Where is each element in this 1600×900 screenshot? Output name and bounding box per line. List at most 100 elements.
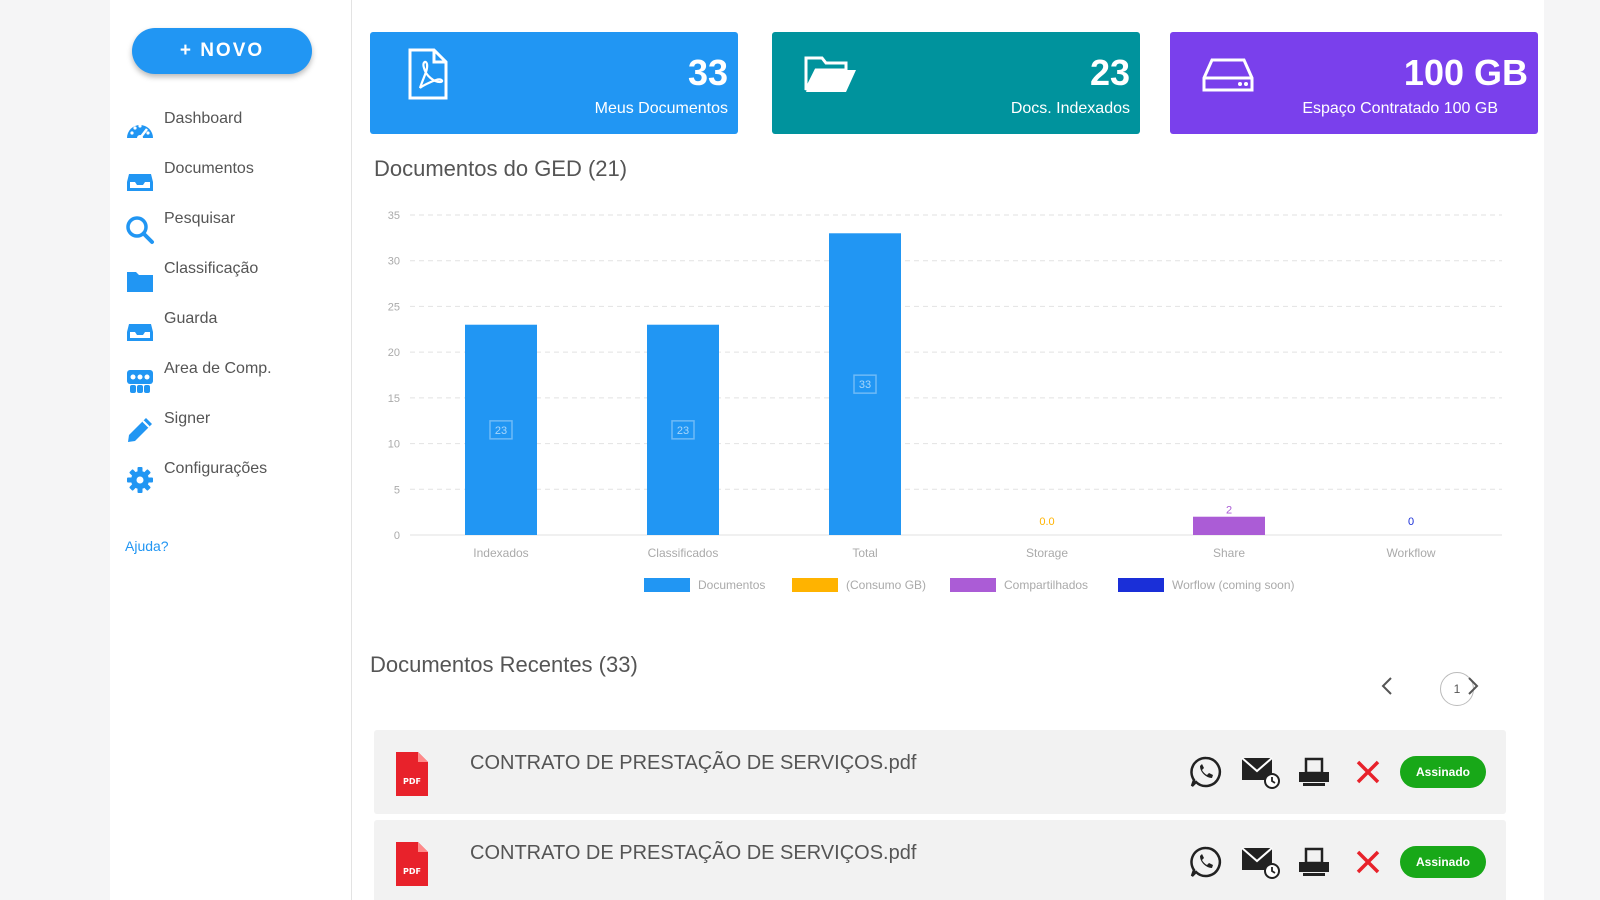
sidebar-item-dashboard[interactable]: Dashboard (124, 110, 272, 160)
pdf-badge: PDF (403, 777, 421, 786)
legend-label: Compartilhados (1004, 578, 1088, 592)
sidebar-item-label: Signer (164, 410, 211, 427)
sidebar-item-label: Configurações (164, 460, 268, 477)
delete-icon[interactable] (1348, 752, 1388, 792)
new-button[interactable]: + NOVO (132, 28, 312, 74)
stat-card-storage[interactable]: 100 GB Espaço Contratado 100 GB (1170, 32, 1538, 134)
y-tick-label: 0 (394, 530, 400, 542)
document-row[interactable]: PDF CONTRATO DE PRESTAÇÃO DE SERVIÇOS.pd… (374, 820, 1506, 900)
y-tick-label: 20 (388, 347, 400, 359)
inbox-icon (124, 164, 156, 196)
chart-title: Documentos do GED (21) (374, 156, 628, 181)
data-label: 0.0 (1039, 516, 1054, 528)
sidebar-item-documentos[interactable]: Documentos (124, 160, 272, 210)
data-label: 23 (495, 425, 507, 437)
data-label: 33 (859, 379, 871, 391)
gear-icon (124, 464, 156, 496)
sidebar-item-classificacao[interactable]: Classificação (124, 260, 272, 310)
sidebar-item-pesquisar[interactable]: Pesquisar (124, 210, 272, 260)
x-tick-label: Indexados (473, 546, 528, 560)
main-content: 33 Meus Documentos 23 Docs. Indexados 10… (352, 0, 1544, 900)
folder-open-icon (802, 46, 858, 102)
dashboard-icon (124, 114, 156, 146)
pdf-badge: PDF (403, 867, 421, 876)
hard-drive-icon (1200, 46, 1256, 102)
document-name: CONTRATO DE PRESTAÇÃO DE SERVIÇOS.pdf (470, 752, 917, 774)
pdf-file-icon: PDF (392, 750, 432, 798)
email-icon[interactable] (1240, 752, 1280, 792)
pdf-file-icon: PDF (392, 840, 432, 888)
printer-icon[interactable] (1294, 752, 1334, 792)
bar (1193, 516, 1265, 535)
x-tick-label: Storage (1026, 546, 1068, 560)
y-tick-label: 5 (394, 484, 400, 496)
y-tick-label: 25 (388, 301, 400, 313)
printer-icon[interactable] (1294, 842, 1334, 882)
previous-page-button[interactable] (1376, 674, 1400, 701)
documents-chart: 0 5 10 15 20 25 30 35 Indexados Classificados Tota… (388, 210, 1502, 592)
legend-label: Worflow (coming soon) (1172, 578, 1294, 592)
bar (465, 324, 537, 535)
sidebar-item-label: Classificação (164, 260, 259, 277)
card-label: Espaço Contratado 100 GB (1302, 100, 1498, 117)
data-label-box (671, 420, 695, 440)
document-name: CONTRATO DE PRESTAÇÃO DE SERVIÇOS.pdf (470, 842, 917, 864)
sidebar: + NOVO Dashboard Documentos Pesquisar Cl… (110, 0, 352, 900)
pdf-file-icon (400, 46, 456, 102)
y-tick-label: 30 (388, 256, 400, 268)
pencil-icon (124, 414, 156, 446)
x-tick-label: Workflow (1386, 546, 1435, 560)
delete-icon[interactable] (1348, 842, 1388, 882)
recent-documents-title: Documentos Recentes (33) (370, 652, 638, 677)
help-link[interactable]: Ajuda? (125, 538, 169, 554)
sidebar-item-area-de-comp[interactable]: Area de Comp. (124, 360, 272, 410)
legend-swatch (644, 578, 690, 592)
legend-label: (Consumo GB) (846, 578, 926, 592)
right-gutter (1544, 0, 1600, 900)
inbox-icon (124, 314, 156, 346)
legend-swatch (792, 578, 838, 592)
folder-icon (124, 264, 156, 296)
legend-label: Documentos (698, 578, 765, 592)
document-row[interactable]: PDF CONTRATO DE PRESTAÇÃO DE SERVIÇOS.pd… (374, 730, 1506, 814)
y-tick-label: 10 (388, 439, 400, 451)
search-icon (124, 214, 156, 246)
stat-card-documents[interactable]: 33 Meus Documentos (370, 32, 738, 134)
sidebar-item-label: Pesquisar (164, 210, 236, 227)
sidebar-item-label: Area de Comp. (164, 360, 272, 377)
sidebar-nav: Dashboard Documentos Pesquisar Classific… (124, 110, 272, 510)
status-badge: Assinado (1400, 756, 1486, 788)
bar (829, 233, 901, 535)
y-tick-label: 15 (388, 393, 400, 405)
email-icon[interactable] (1240, 842, 1280, 882)
sidebar-item-label: Guarda (164, 310, 218, 327)
share-icon (124, 364, 156, 396)
card-value: 100 GB (1403, 52, 1528, 93)
sidebar-item-label: Dashboard (164, 110, 243, 127)
bar (647, 324, 719, 535)
x-tick-label: Classificados (648, 546, 719, 560)
data-label-box (853, 374, 877, 394)
sidebar-item-signer[interactable]: Signer (124, 410, 272, 460)
card-value: 33 (687, 52, 728, 93)
stat-card-indexed[interactable]: 23 Docs. Indexados (772, 32, 1140, 134)
y-tick-label: 35 (388, 210, 400, 222)
legend-swatch (950, 578, 996, 592)
chevron-right-icon (1468, 677, 1479, 695)
sidebar-item-configuracoes[interactable]: Configurações (124, 460, 272, 510)
x-tick-label: Share (1213, 546, 1245, 560)
status-badge: Assinado (1400, 846, 1486, 878)
x-tick-label: Total (852, 546, 877, 560)
sidebar-item-guarda[interactable]: Guarda (124, 310, 272, 360)
whatsapp-icon[interactable] (1186, 752, 1226, 792)
next-page-button[interactable] (1460, 674, 1484, 701)
page-number[interactable]: 1 (1440, 672, 1474, 706)
data-label: 0 (1408, 516, 1414, 528)
card-label: Docs. Indexados (1010, 100, 1130, 117)
data-label: 23 (677, 425, 689, 437)
legend-swatch (1118, 578, 1164, 592)
sidebar-item-label: Documentos (164, 160, 254, 177)
data-label-box (489, 420, 513, 440)
document-actions: Assinado (1172, 842, 1486, 882)
whatsapp-icon[interactable] (1186, 842, 1226, 882)
